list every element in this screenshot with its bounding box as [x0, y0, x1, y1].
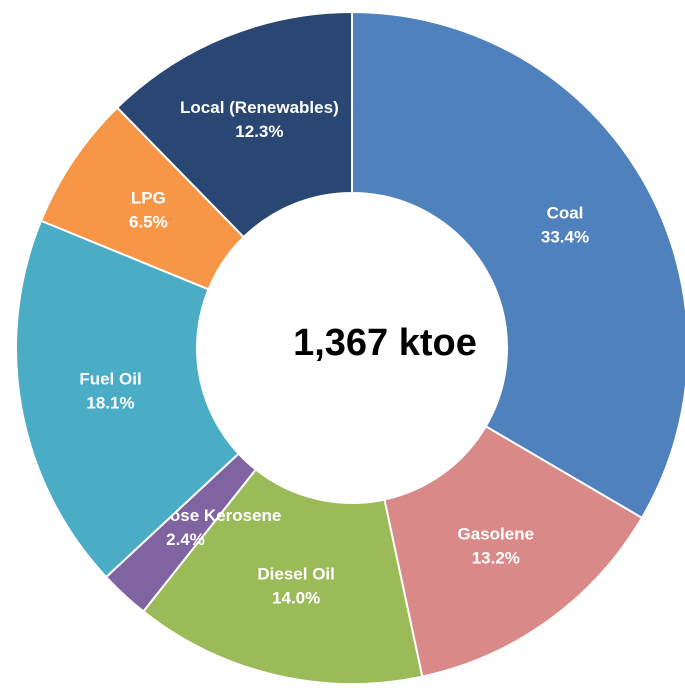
segment-name: LPG	[131, 188, 166, 207]
donut-segment	[141, 468, 424, 685]
segment-name: Diesel Oil	[257, 565, 334, 584]
donut-segment	[115, 10, 353, 239]
segment-value-label: 6.5%	[129, 212, 168, 231]
segment-value-label: 2.4%	[166, 530, 205, 549]
segment-value-label: 33.4%	[541, 227, 589, 246]
segment-value-label: 13.2%	[472, 548, 520, 567]
segment-value-label: 18.1%	[86, 394, 134, 413]
segment-name: Fuel Oil	[79, 370, 141, 389]
segment-name: Local (Renewables)	[180, 98, 339, 117]
segment-value-label: 12.3%	[235, 122, 283, 141]
donut-segment	[15, 219, 241, 579]
segment-name: Coal	[547, 203, 584, 222]
donut-segment	[383, 424, 644, 678]
segment-value-label: 14.0%	[272, 589, 320, 608]
donut-segment	[351, 10, 685, 520]
segment-name: Gasolene	[458, 524, 535, 543]
center-text: 1,367 ktoe	[293, 322, 477, 364]
